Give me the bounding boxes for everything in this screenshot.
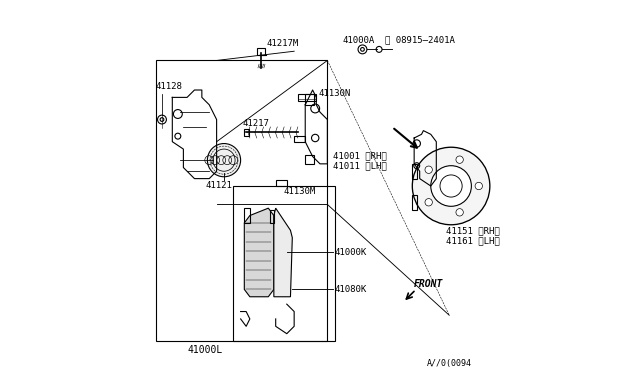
- Bar: [257, 48, 264, 55]
- Circle shape: [456, 209, 463, 216]
- Circle shape: [475, 182, 483, 190]
- Text: 41000L: 41000L: [188, 345, 223, 355]
- Text: 41151 〈RH〉
41161 〈LH〉: 41151 〈RH〉 41161 〈LH〉: [445, 226, 499, 246]
- Bar: [233, 186, 335, 341]
- Bar: [244, 129, 249, 136]
- Text: FRONT: FRONT: [414, 279, 444, 289]
- Text: 41128: 41128: [156, 82, 182, 91]
- Circle shape: [456, 156, 463, 163]
- Polygon shape: [274, 208, 292, 297]
- Bar: [156, 61, 328, 341]
- Bar: [298, 94, 316, 101]
- Bar: [412, 195, 417, 210]
- Text: 41217M: 41217M: [266, 39, 299, 48]
- Text: 41001 〈RH〉
41011 〈LH〉: 41001 〈RH〉 41011 〈LH〉: [333, 151, 387, 170]
- Text: A//0(0094: A//0(0094: [427, 359, 472, 368]
- Text: Ⓦ 08915–2401A: Ⓦ 08915–2401A: [385, 36, 454, 45]
- Text: 41130M: 41130M: [283, 187, 316, 196]
- Text: 41217: 41217: [243, 119, 269, 128]
- Bar: [412, 164, 417, 179]
- Bar: [305, 155, 314, 164]
- Circle shape: [412, 147, 490, 225]
- Bar: [244, 208, 250, 223]
- Bar: [294, 136, 305, 142]
- Text: 41130N: 41130N: [318, 89, 351, 98]
- Text: 41000A: 41000A: [342, 36, 374, 45]
- Text: 41080K: 41080K: [335, 285, 367, 294]
- Text: 41000K: 41000K: [335, 248, 367, 257]
- Bar: [276, 180, 287, 186]
- Polygon shape: [244, 208, 274, 297]
- Circle shape: [425, 166, 433, 173]
- Circle shape: [207, 144, 241, 177]
- Circle shape: [431, 166, 472, 206]
- Bar: [305, 94, 314, 105]
- Circle shape: [425, 199, 433, 206]
- Bar: [270, 210, 274, 223]
- Text: 41121: 41121: [205, 182, 232, 190]
